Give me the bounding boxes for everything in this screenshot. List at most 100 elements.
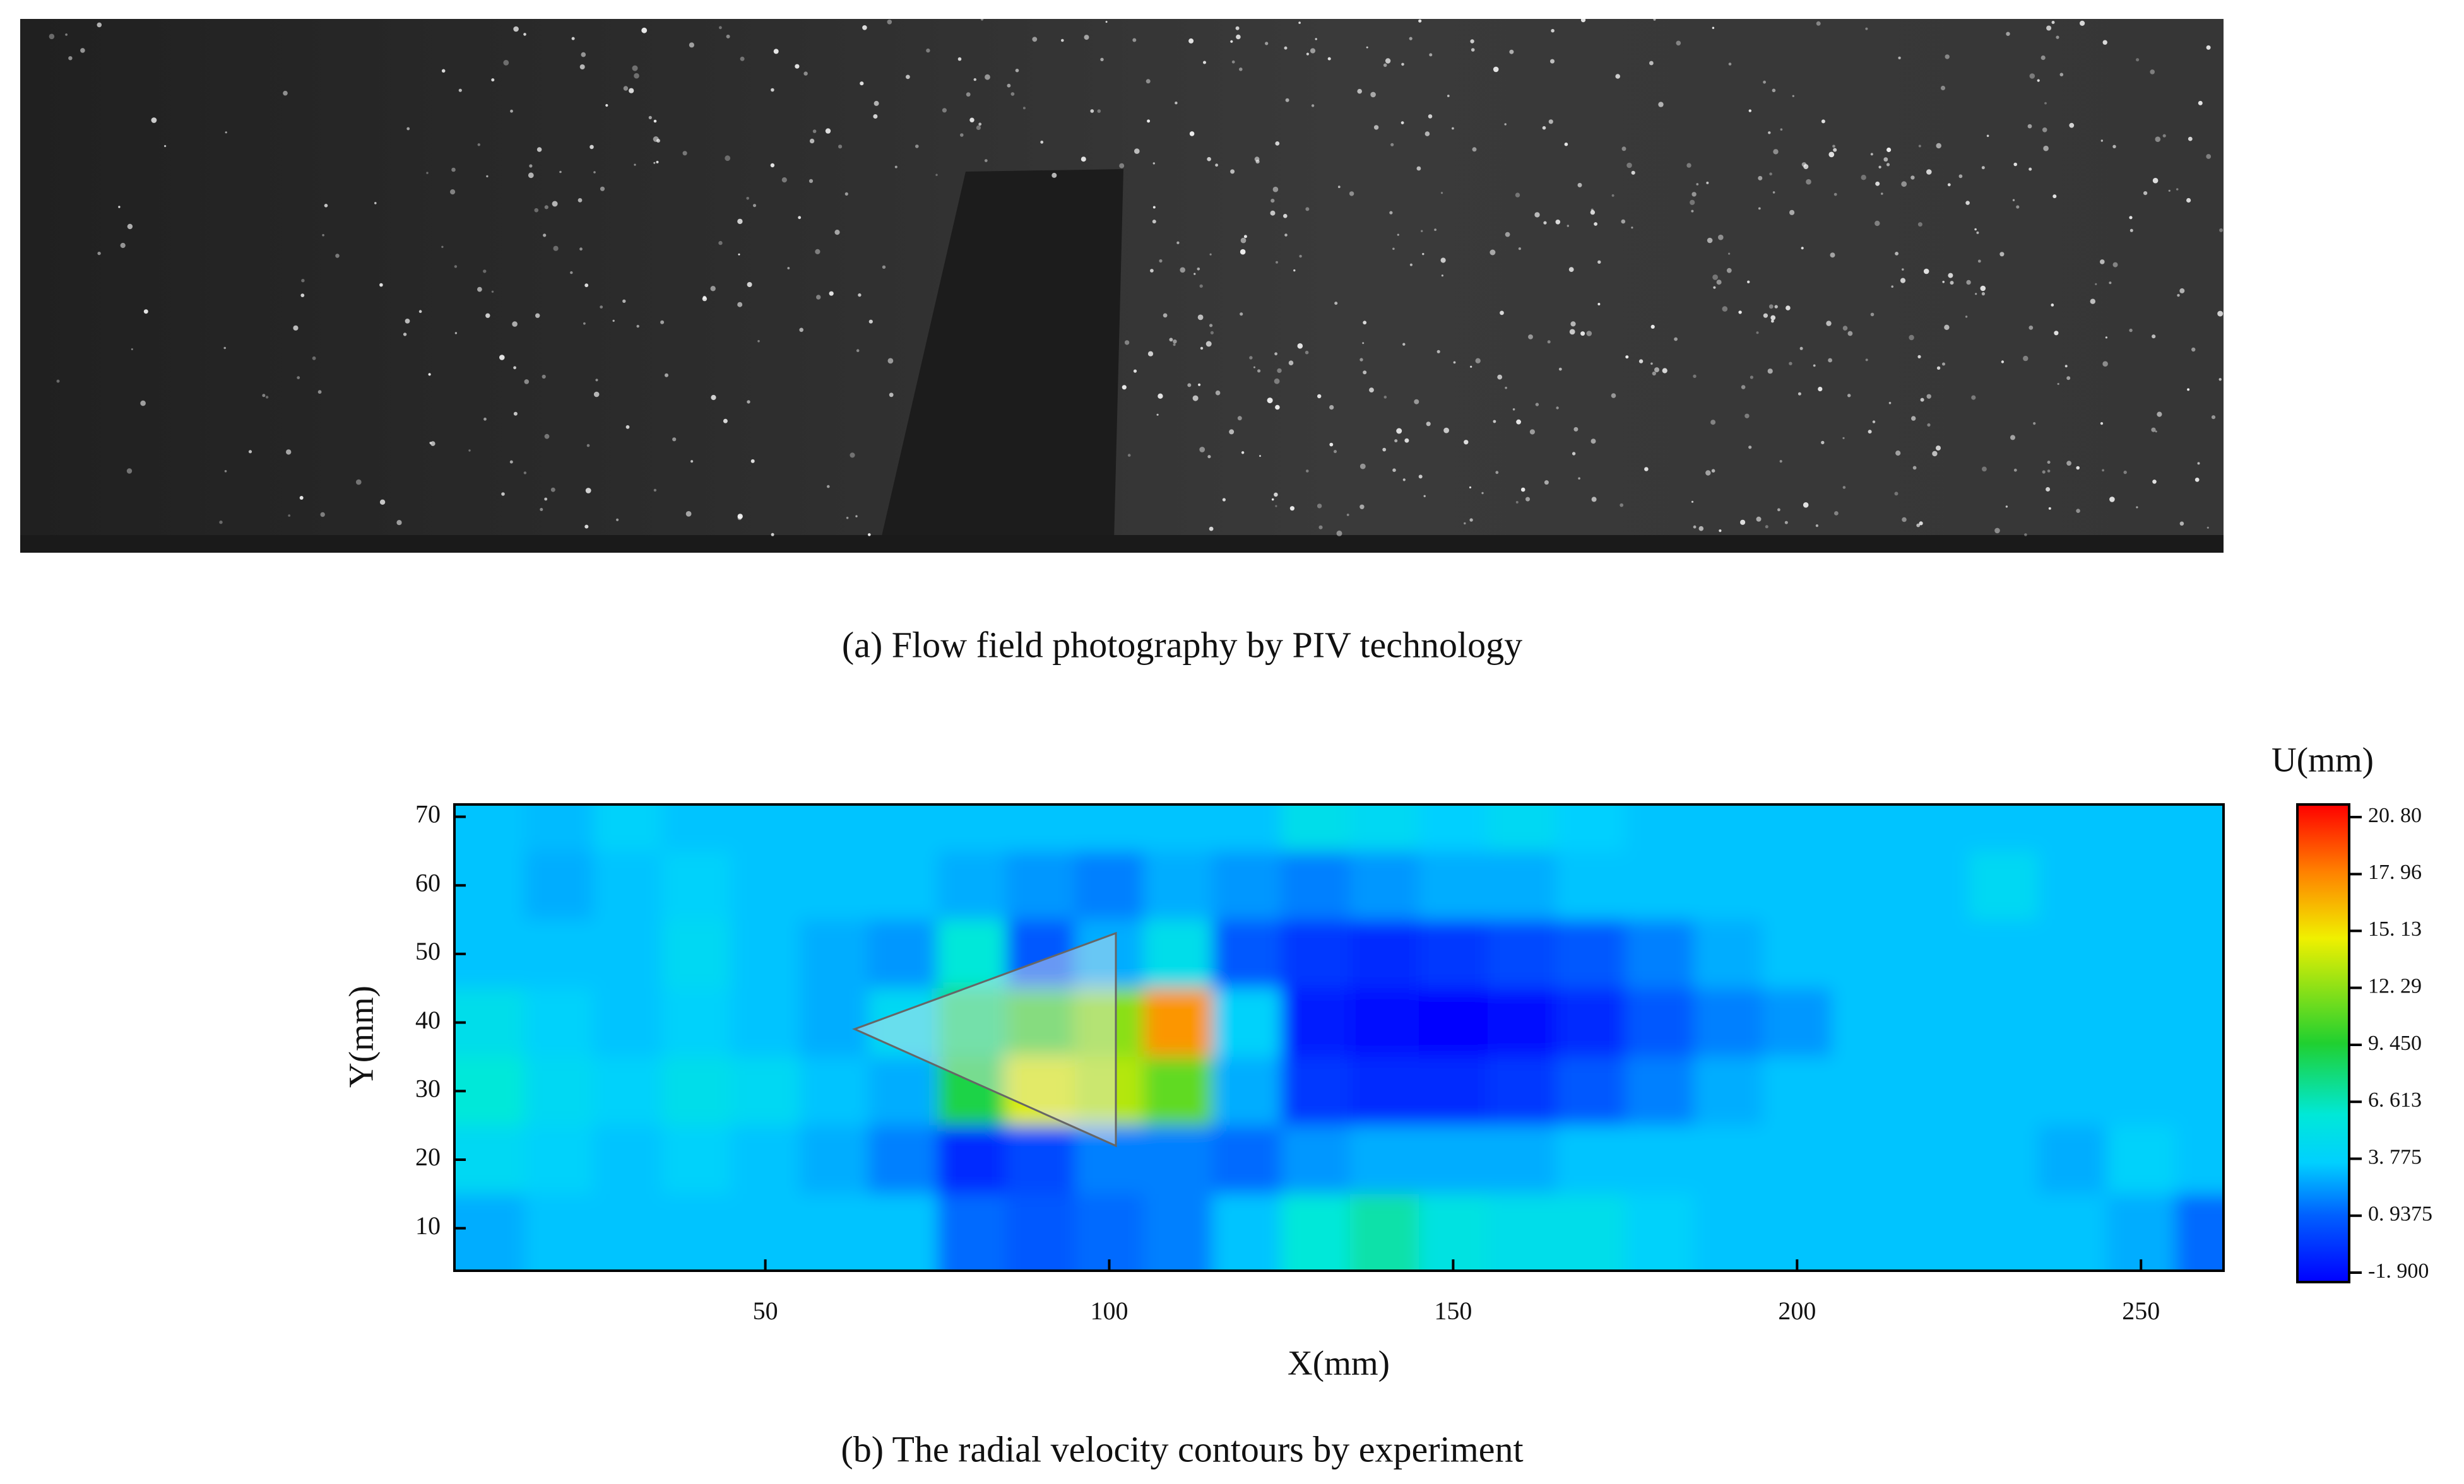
particle (583, 322, 586, 325)
particle (1209, 324, 1213, 327)
particle (2109, 281, 2112, 285)
particle (1200, 346, 1204, 350)
particle (2143, 191, 2148, 196)
particle (1464, 440, 1469, 445)
contour-cell (593, 1056, 663, 1126)
contour-cell (1556, 988, 1626, 1057)
particle (1317, 394, 1322, 399)
particle (324, 204, 328, 208)
particle (1818, 387, 1823, 392)
contour-cell (2175, 1125, 2224, 1195)
particle (1625, 355, 1629, 359)
particle (2194, 478, 2200, 482)
particle (49, 33, 55, 40)
contour-cell (731, 919, 801, 989)
contour-cell (2175, 851, 2224, 921)
particle (2051, 21, 2055, 24)
particle (1504, 123, 1507, 126)
particle (1230, 169, 1235, 174)
particle (1981, 292, 1985, 296)
particle (985, 74, 990, 80)
contour-cell (2175, 1056, 2224, 1126)
particle (2102, 361, 2108, 367)
particle (356, 479, 362, 485)
particle (1932, 450, 1938, 457)
contour-cell (593, 1125, 663, 1195)
particle (2023, 355, 2029, 362)
contour-cell (1831, 919, 1901, 989)
particle (581, 52, 586, 57)
particle (787, 267, 790, 269)
x-tick-label: 150 (1434, 1297, 1472, 1325)
particle (1535, 403, 1539, 406)
particle (1756, 516, 1762, 522)
particle (1436, 350, 1440, 353)
particle (1813, 364, 1816, 367)
contour-cell (1900, 1056, 1970, 1126)
particle (1188, 38, 1194, 44)
contour-cell (1212, 1194, 1282, 1271)
particle (1772, 88, 1776, 93)
particle (1152, 220, 1156, 224)
contour-cell (1006, 1194, 1076, 1271)
particle (1763, 80, 1767, 84)
contour-cell (2175, 988, 2224, 1057)
particle (1434, 228, 1437, 231)
particle (648, 115, 652, 119)
particle (976, 125, 981, 130)
particle (1920, 398, 1924, 402)
particle (1768, 304, 1774, 309)
particle (1597, 303, 1601, 305)
particle (1547, 340, 1551, 344)
contour-cell (868, 1125, 939, 1195)
contour-field (454, 804, 2224, 1271)
particle (740, 56, 745, 61)
particle (1277, 368, 1282, 374)
particle (1728, 62, 1732, 66)
particle (593, 171, 596, 174)
particle (1870, 153, 1873, 156)
particle (288, 514, 291, 517)
contour-cell (1556, 1194, 1626, 1271)
particle (1631, 170, 1635, 175)
particle (80, 48, 85, 53)
colorbar-tick-label: 15. 13 (2368, 917, 2422, 941)
particle (499, 355, 505, 360)
particle (689, 42, 694, 48)
contour-cell (2037, 919, 2107, 989)
particle (1363, 321, 1367, 325)
particle (1010, 92, 1015, 96)
particle (578, 198, 583, 203)
particle (589, 144, 594, 150)
colorbar-tick-label: 3. 775 (2368, 1145, 2422, 1169)
contour-cell (662, 919, 732, 989)
particle (2024, 533, 2027, 536)
contour-cell (1693, 988, 1763, 1057)
particle (1977, 259, 1981, 263)
contour-cell (593, 851, 663, 921)
particle (1945, 54, 1950, 59)
particle (2176, 188, 2179, 191)
particle (513, 366, 516, 370)
particle (1276, 261, 1278, 264)
particle (1832, 144, 1835, 148)
contour-cell (1075, 1125, 1144, 1195)
contour-cell (1143, 1125, 1213, 1195)
particle (1803, 502, 1809, 508)
contour-cell (1556, 1125, 1626, 1195)
contour-cell (2106, 851, 2176, 921)
particle (405, 319, 410, 324)
particle (795, 64, 800, 69)
particle (1891, 285, 1893, 288)
particle (1090, 109, 1094, 113)
particle (1505, 386, 1507, 389)
particle (682, 151, 687, 156)
contour-cell (1212, 804, 1282, 852)
particle (1888, 401, 1892, 404)
particle (600, 305, 603, 309)
particle (1525, 497, 1530, 502)
particle (1728, 252, 1731, 255)
particle (1402, 343, 1406, 346)
contour-cell (1762, 851, 1832, 921)
particle (1719, 529, 1722, 533)
